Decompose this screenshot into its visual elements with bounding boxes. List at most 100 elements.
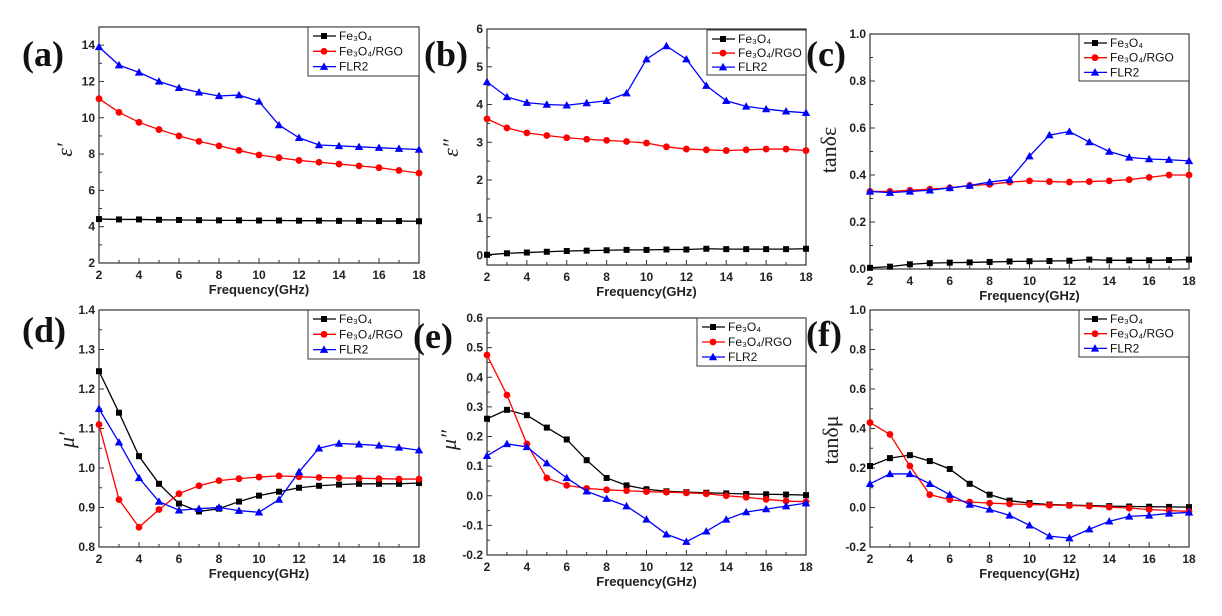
data-point <box>194 88 204 96</box>
data-point <box>236 217 242 224</box>
x-tick-label: 14 <box>332 268 346 282</box>
data-point <box>1045 531 1054 540</box>
y-tick-label: 0.1 <box>466 459 483 473</box>
data-point <box>603 136 611 144</box>
data-point <box>115 496 123 503</box>
series-line <box>486 354 807 503</box>
data-point <box>503 250 510 257</box>
data-point <box>925 479 935 487</box>
y-tick-label: 14 <box>82 38 96 52</box>
data-point <box>663 488 670 496</box>
data-point <box>926 491 934 499</box>
data-point <box>215 142 223 150</box>
data-point <box>1184 156 1194 165</box>
data-point <box>742 493 750 501</box>
data-point <box>1086 256 1093 263</box>
x-tick-label: 6 <box>176 552 183 566</box>
x-tick-label: 12 <box>292 268 306 282</box>
data-point <box>234 90 244 99</box>
x-tick-label: 12 <box>1063 274 1077 288</box>
data-point <box>174 506 184 514</box>
x-tick-label: 18 <box>1182 274 1196 288</box>
data-point <box>603 486 611 494</box>
data-point <box>703 245 710 252</box>
data-point <box>294 467 304 476</box>
data-point <box>355 162 363 170</box>
data-point <box>115 108 123 116</box>
y-axis-label: μ″ <box>436 429 461 451</box>
data-point <box>1185 171 1193 179</box>
y-tick-label: 0.0 <box>849 262 866 276</box>
data-point <box>175 132 183 140</box>
data-point <box>1165 171 1173 179</box>
data-point <box>1146 257 1153 264</box>
y-tick-label: 8 <box>88 147 95 161</box>
legend-label: FLR2 <box>1110 341 1140 355</box>
y-tick-label: 0.4 <box>849 422 866 436</box>
y-axis-label: ε′ <box>52 142 77 157</box>
data-point <box>523 412 530 419</box>
data-point <box>643 139 650 147</box>
x-tick-label: 16 <box>372 552 386 566</box>
legend-marker <box>1090 344 1100 352</box>
data-point <box>1085 178 1093 185</box>
data-point <box>276 217 282 224</box>
data-point <box>216 217 222 224</box>
data-point <box>1026 177 1033 185</box>
data-point <box>395 167 403 174</box>
data-point <box>274 120 284 129</box>
data-point <box>1065 533 1074 542</box>
panel-label: (a) <box>22 34 64 74</box>
legend-marker <box>320 47 328 55</box>
data-point <box>763 246 770 253</box>
data-point <box>1065 178 1073 186</box>
x-tick-label: 10 <box>640 270 654 284</box>
series-line <box>869 454 1190 508</box>
y-tick-label: 0.8 <box>849 74 866 88</box>
y-tick-label: 0.0 <box>466 489 483 503</box>
y-tick-label: 0.8 <box>78 540 95 554</box>
x-tick-label: 12 <box>292 552 306 566</box>
data-point <box>1106 257 1113 264</box>
data-point <box>762 145 770 153</box>
x-tick-label: 16 <box>759 560 773 574</box>
x-tick-label: 4 <box>136 552 143 566</box>
data-point <box>484 415 490 422</box>
data-point <box>135 523 143 531</box>
data-point <box>503 406 510 413</box>
data-point <box>214 91 224 100</box>
data-point <box>886 263 893 270</box>
data-point <box>801 108 811 117</box>
data-point <box>1006 500 1013 508</box>
data-point <box>295 157 303 164</box>
data-point <box>214 503 224 511</box>
data-point <box>114 438 124 446</box>
data-point <box>136 453 142 460</box>
legend-label: Fe₃O₄/RGO <box>339 327 403 341</box>
x-tick-label: 10 <box>1023 274 1037 288</box>
legend-label: Fe₃O₄/RGO <box>738 46 802 60</box>
data-point <box>682 55 691 63</box>
data-point <box>986 258 993 265</box>
data-point <box>1105 177 1113 185</box>
data-point <box>563 134 571 142</box>
data-point <box>523 129 531 137</box>
y-tick-label: 0.6 <box>849 121 866 135</box>
data-point <box>865 187 875 195</box>
data-point <box>374 143 384 151</box>
data-point <box>1105 517 1114 525</box>
data-point <box>582 98 591 107</box>
data-point <box>662 41 671 50</box>
legend-label: Fe₃O₄ <box>738 32 771 46</box>
x-axis-label: Frequency(GHz) <box>596 284 696 299</box>
legend-marker <box>319 62 329 70</box>
data-point <box>702 146 710 154</box>
data-point <box>174 83 184 92</box>
legend-label: Fe₃O₄/RGO <box>1110 327 1174 341</box>
data-point <box>682 537 691 545</box>
data-point <box>886 431 894 438</box>
data-point <box>662 530 671 538</box>
series-line <box>98 98 420 174</box>
series-line <box>98 370 420 513</box>
